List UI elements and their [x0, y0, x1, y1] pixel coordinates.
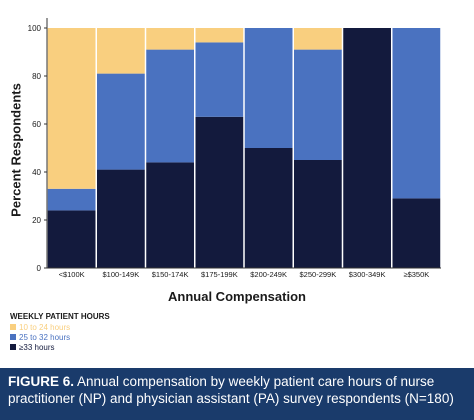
bar-segment-4-1: [244, 28, 293, 148]
legend-item-high: ≥33 hours: [10, 342, 110, 352]
x-tick-label: ≥$350K: [403, 270, 429, 279]
y-tick-label: 40: [32, 168, 41, 177]
bar-segment-0-1: [47, 188, 96, 211]
figure-caption: FIGURE 6. Annual compensation by weekly …: [0, 368, 474, 420]
bar-segment-1-2: [97, 28, 145, 74]
bar-segment-7-1: [392, 28, 441, 199]
bar-segment-2-0: [146, 162, 194, 268]
x-tick-label: $175-199K: [201, 270, 238, 279]
legend-title: WEEKLY PATIENT HOURS: [10, 312, 110, 321]
y-tick-label: 100: [28, 24, 42, 33]
x-tick-label: $100-149K: [103, 270, 140, 279]
legend-label-high: ≥33 hours: [19, 342, 55, 352]
bar-segment-6-0: [343, 28, 391, 268]
x-tick-label: $300-349K: [349, 270, 386, 279]
caption-text: Annual compensation by weekly patient ca…: [8, 374, 454, 406]
stacked-bar-chart: <$100K $100-149K $150-174K $175-199K $200-24…: [28, 18, 441, 279]
legend-item-low: 10 to 24 hours: [10, 322, 110, 332]
bar-segment-2-2: [146, 28, 194, 50]
bar-segment-5-0: [294, 160, 342, 268]
x-tick-label: $250-299K: [300, 270, 337, 279]
bar-segment-5-2: [294, 28, 342, 50]
legend-swatch-high: [10, 344, 16, 350]
bar-segment-4-0: [244, 148, 293, 268]
axes-group: <$100K $100-149K $150-174K $175-199K $200-24…: [28, 18, 441, 279]
x-tick-label: $150-174K: [152, 270, 189, 279]
legend: WEEKLY PATIENT HOURS 10 to 24 hours 25 t…: [10, 312, 110, 352]
legend-swatch-low: [10, 324, 16, 330]
y-tick-label: 0: [37, 264, 42, 273]
bar-segment-3-0: [195, 116, 244, 268]
x-axis-label: Annual Compensation: [168, 289, 306, 304]
legend-item-mid: 25 to 32 hours: [10, 332, 110, 342]
y-tick-label: 60: [32, 120, 41, 129]
x-tick-label: <$100K: [59, 270, 85, 279]
bar-segment-1-1: [97, 73, 145, 170]
legend-label-mid: 25 to 32 hours: [19, 332, 71, 342]
bars-group: [47, 28, 441, 268]
y-axis-label: Percent Respondents: [8, 83, 24, 217]
bar-segment-7-0: [392, 198, 441, 268]
y-tick-label: 20: [32, 216, 41, 225]
x-tick-label: $200-249K: [250, 270, 287, 279]
bar-segment-3-1: [195, 42, 244, 117]
bar-segment-2-1: [146, 49, 194, 163]
bar-segment-0-0: [47, 210, 96, 268]
legend-label-low: 10 to 24 hours: [19, 322, 71, 332]
bar-segment-5-1: [294, 49, 342, 160]
y-tick-label: 80: [32, 72, 41, 81]
bar-segment-3-2: [195, 28, 244, 43]
bar-segment-1-0: [97, 169, 145, 268]
legend-swatch-mid: [10, 334, 16, 340]
bar-segment-0-2: [47, 28, 96, 189]
caption-label: FIGURE 6.: [8, 374, 75, 389]
